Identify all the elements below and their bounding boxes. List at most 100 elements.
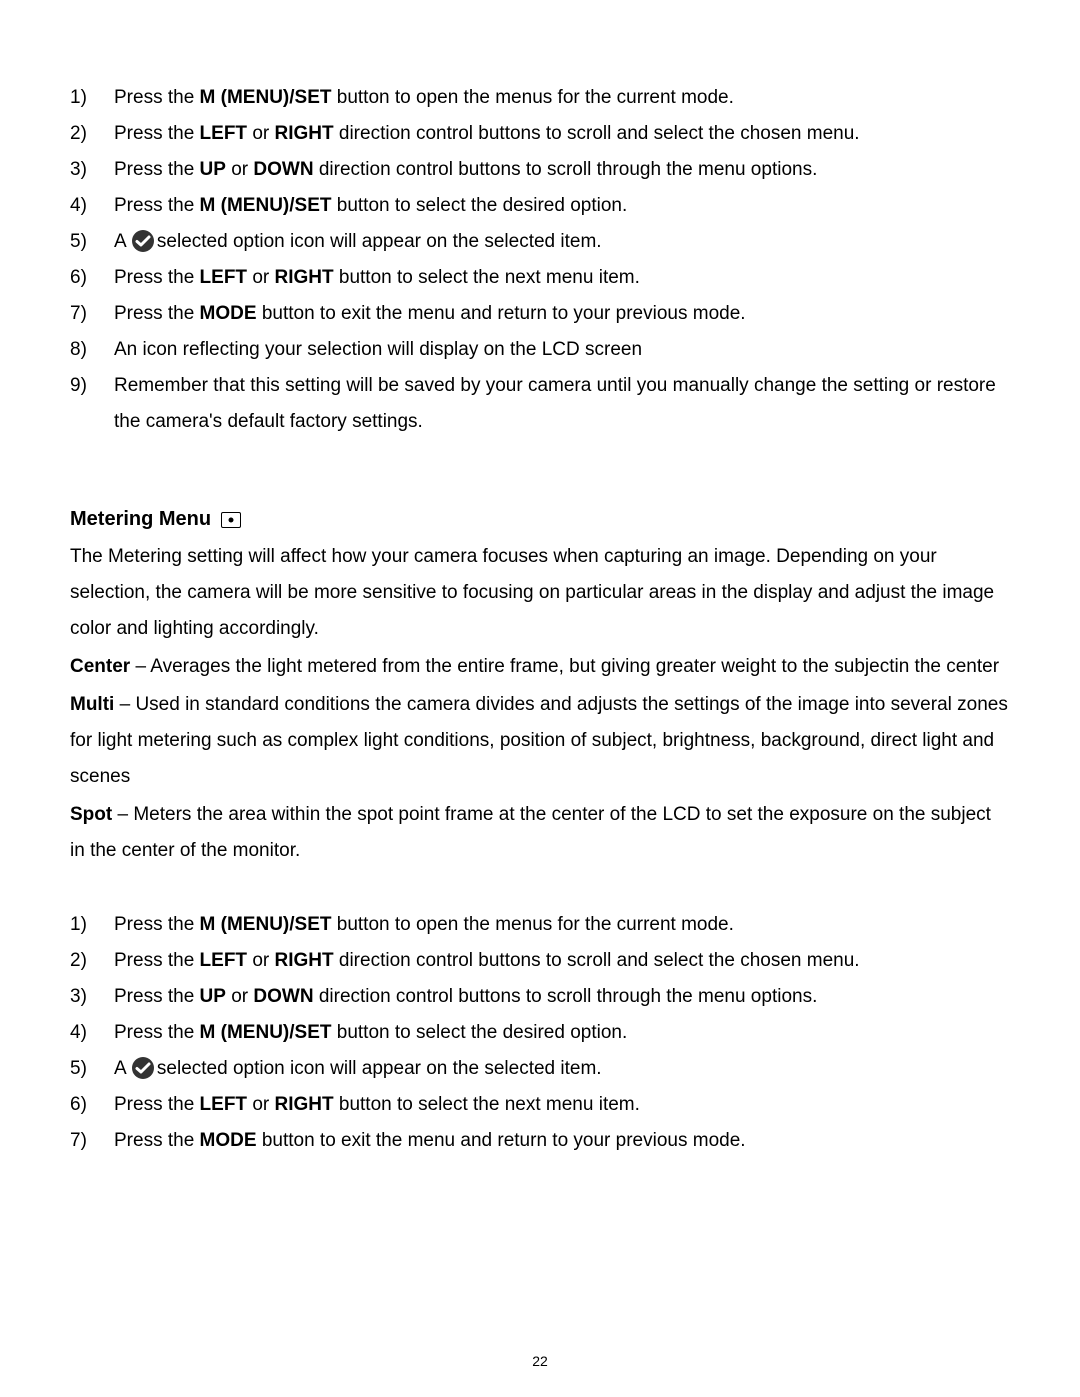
multi-text: – Used in standard conditions the camera… <box>70 694 1008 787</box>
list-item-number: 6) <box>70 260 114 296</box>
page-number: 22 <box>0 1353 1080 1369</box>
list-item-number: 4) <box>70 188 114 224</box>
spot-label: Spot <box>70 804 112 825</box>
list-item-number: 9) <box>70 368 114 404</box>
center-paragraph: Center – Averages the light metered from… <box>70 649 1010 685</box>
text-segment: RIGHT <box>275 1094 334 1115</box>
text-segment: button to open the menus for the current… <box>331 87 733 108</box>
list-item-content: Press the M (MENU)/SET button to open th… <box>114 80 1010 116</box>
text-segment: button to exit the menu and return to yo… <box>257 303 746 324</box>
text-segment: A <box>114 1058 131 1079</box>
text-segment: UP <box>200 159 226 180</box>
text-segment: Press the <box>114 1022 200 1043</box>
steps-list-2: 1)Press the M (MENU)/SET button to open … <box>70 907 1010 1159</box>
text-segment: Press the <box>114 303 200 324</box>
list-item-number: 5) <box>70 224 114 260</box>
list-item-number: 8) <box>70 332 114 368</box>
spot-text: – Meters the area within the spot point … <box>70 804 991 861</box>
checkmark-icon <box>131 229 155 253</box>
spacer <box>70 871 1010 907</box>
text-segment: Press the <box>114 1130 200 1151</box>
text-segment: or <box>226 986 253 1007</box>
intro-paragraph: The Metering setting will affect how you… <box>70 539 1010 647</box>
text-segment: M (MENU)/SET <box>200 914 332 935</box>
list-item: 2)Press the LEFT or RIGHT direction cont… <box>70 116 1010 152</box>
text-segment: UP <box>200 986 226 1007</box>
document-page: 1)Press the M (MENU)/SET button to open … <box>0 0 1080 1397</box>
text-segment: RIGHT <box>275 267 334 288</box>
text-segment: M (MENU)/SET <box>200 87 332 108</box>
text-segment: or <box>247 267 274 288</box>
list-item: 1)Press the M (MENU)/SET button to open … <box>70 907 1010 943</box>
list-item: 8)An icon reflecting your selection will… <box>70 332 1010 368</box>
center-text: – Averages the light metered from the en… <box>130 656 999 677</box>
text-segment: Press the <box>114 950 200 971</box>
text-segment: RIGHT <box>275 123 334 144</box>
list-item-number: 1) <box>70 907 114 943</box>
text-segment: button to select the desired option. <box>331 1022 627 1043</box>
text-segment: direction control buttons to scroll and … <box>334 950 860 971</box>
metering-icon <box>221 512 241 528</box>
list-item-content: Remember that this setting will be saved… <box>114 368 1010 440</box>
text-segment: button to open the menus for the current… <box>331 914 733 935</box>
list-item-content: Press the UP or DOWN direction control b… <box>114 152 1010 188</box>
text-segment: DOWN <box>253 159 313 180</box>
list-item-content: A selected option icon will appear on th… <box>114 1051 1010 1087</box>
text-segment: M (MENU)/SET <box>200 1022 332 1043</box>
section-heading: Metering Menu <box>70 508 211 531</box>
list-item-content: Press the LEFT or RIGHT direction contro… <box>114 943 1010 979</box>
list-item-content: Press the LEFT or RIGHT direction contro… <box>114 116 1010 152</box>
text-segment: direction control buttons to scroll and … <box>334 123 860 144</box>
text-segment: Press the <box>114 87 200 108</box>
text-segment: direction control buttons to scroll thro… <box>314 986 818 1007</box>
list-item-content: Press the MODE button to exit the menu a… <box>114 296 1010 332</box>
text-segment: Remember that this setting will be saved… <box>114 375 996 432</box>
list-item: 7)Press the MODE button to exit the menu… <box>70 1123 1010 1159</box>
list-item-number: 7) <box>70 1123 114 1159</box>
list-item-number: 2) <box>70 943 114 979</box>
center-label: Center <box>70 656 130 677</box>
text-segment: direction control buttons to scroll thro… <box>314 159 818 180</box>
list-item: 9)Remember that this setting will be sav… <box>70 368 1010 440</box>
text-segment: or <box>247 123 274 144</box>
text-segment: or <box>247 950 274 971</box>
list-item-content: Press the LEFT or RIGHT button to select… <box>114 260 1010 296</box>
text-segment: RIGHT <box>275 950 334 971</box>
section-heading-row: Metering Menu <box>70 508 1010 531</box>
list-item-content: Press the M (MENU)/SET button to open th… <box>114 907 1010 943</box>
text-segment: selected option icon will appear on the … <box>157 231 602 252</box>
list-item-number: 4) <box>70 1015 114 1051</box>
spot-paragraph: Spot – Meters the area within the spot p… <box>70 797 1010 869</box>
list-item: 6)Press the LEFT or RIGHT button to sele… <box>70 260 1010 296</box>
text-segment: LEFT <box>200 950 248 971</box>
text-segment: DOWN <box>253 986 313 1007</box>
text-segment: Press the <box>114 123 200 144</box>
text-segment: button to select the desired option. <box>331 195 627 216</box>
list-item: 5)A selected option icon will appear on … <box>70 1051 1010 1087</box>
list-item-content: Press the UP or DOWN direction control b… <box>114 979 1010 1015</box>
multi-paragraph: Multi – Used in standard conditions the … <box>70 687 1010 795</box>
list-item-content: Press the M (MENU)/SET button to select … <box>114 188 1010 224</box>
list-item-number: 3) <box>70 152 114 188</box>
list-item-number: 1) <box>70 80 114 116</box>
checkmark-icon <box>131 1056 155 1080</box>
text-segment: button to exit the menu and return to yo… <box>257 1130 746 1151</box>
text-segment: Press the <box>114 159 200 180</box>
text-segment: LEFT <box>200 123 248 144</box>
text-segment: Press the <box>114 986 200 1007</box>
text-segment: or <box>247 1094 274 1115</box>
steps-list-1: 1)Press the M (MENU)/SET button to open … <box>70 80 1010 440</box>
list-item-content: Press the LEFT or RIGHT button to select… <box>114 1087 1010 1123</box>
text-segment: Press the <box>114 1094 200 1115</box>
list-item-number: 2) <box>70 116 114 152</box>
list-item: 2)Press the LEFT or RIGHT direction cont… <box>70 943 1010 979</box>
list-item-number: 5) <box>70 1051 114 1087</box>
text-segment: LEFT <box>200 1094 248 1115</box>
text-segment: LEFT <box>200 267 248 288</box>
list-item: 5)A selected option icon will appear on … <box>70 224 1010 260</box>
list-item-number: 6) <box>70 1087 114 1123</box>
text-segment: button to select the next menu item. <box>334 267 640 288</box>
list-item: 7)Press the MODE button to exit the menu… <box>70 296 1010 332</box>
text-segment: An icon reflecting your selection will d… <box>114 339 642 360</box>
text-segment: MODE <box>200 303 257 324</box>
